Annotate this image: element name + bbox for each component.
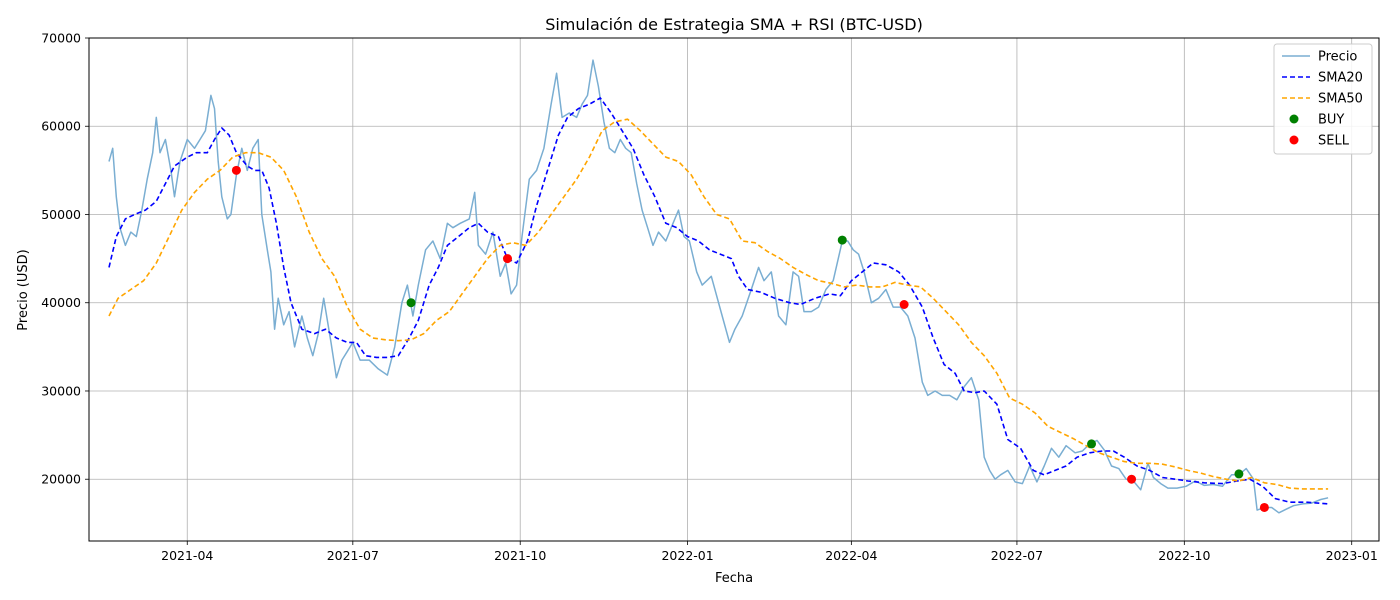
sell-marker — [1127, 474, 1137, 484]
plot-frame — [88, 37, 1380, 542]
y-axis-label: Precio (USD) — [16, 249, 31, 330]
y-tick-label: 60000 — [41, 119, 81, 134]
legend-swatch-sell — [1289, 135, 1299, 145]
y-axis: 20000 30000 40000 50000 60000 70000 — [41, 31, 89, 487]
buy-marker — [1087, 439, 1097, 449]
sell-marker — [231, 165, 241, 175]
buy-marker — [837, 235, 847, 245]
sell-marker — [899, 300, 909, 310]
x-tick-label: 2021-04 — [161, 548, 213, 563]
x-tick-label: 2023-01 — [1326, 548, 1378, 563]
sell-marker — [502, 254, 512, 264]
legend-label-sell: SELL — [1318, 134, 1350, 149]
y-tick-label: 50000 — [41, 207, 81, 222]
x-tick-label: 2022-01 — [661, 548, 713, 563]
chart-title: Simulación de Estrategia SMA + RSI (BTC-… — [545, 15, 923, 34]
legend-label-sma20: SMA20 — [1318, 71, 1363, 86]
legend-label-precio: Precio — [1318, 50, 1357, 65]
legend-swatch-buy — [1289, 114, 1299, 124]
y-tick-label: 40000 — [41, 295, 81, 310]
buy-marker — [406, 298, 416, 308]
x-tick-label: 2021-10 — [494, 548, 546, 563]
x-axis-label: Fecha — [715, 571, 753, 586]
sell-marker — [1259, 502, 1269, 512]
y-tick-label: 20000 — [41, 472, 81, 487]
x-tick-label: 2021-07 — [327, 548, 379, 563]
legend: Precio SMA20 SMA50 BUY SELL — [1273, 43, 1373, 155]
x-tick-label: 2022-07 — [991, 548, 1043, 563]
y-tick-label: 70000 — [41, 31, 81, 46]
buy-marker — [1234, 469, 1244, 479]
series-sma20-line — [108, 97, 1329, 505]
legend-box — [1273, 43, 1373, 155]
x-tick-label: 2022-04 — [825, 548, 877, 563]
legend-label-buy: BUY — [1318, 113, 1344, 128]
x-axis: 2021-04 2021-07 2021-10 2022-01 2022-04 2022-… — [161, 541, 1378, 563]
series-sma50-line — [108, 118, 1329, 490]
x-tick-label: 2022-10 — [1158, 548, 1210, 563]
series-precio-line — [108, 59, 1329, 514]
plot-area — [108, 59, 1329, 514]
legend-label-sma50: SMA50 — [1318, 92, 1363, 107]
y-tick-label: 30000 — [41, 383, 81, 398]
